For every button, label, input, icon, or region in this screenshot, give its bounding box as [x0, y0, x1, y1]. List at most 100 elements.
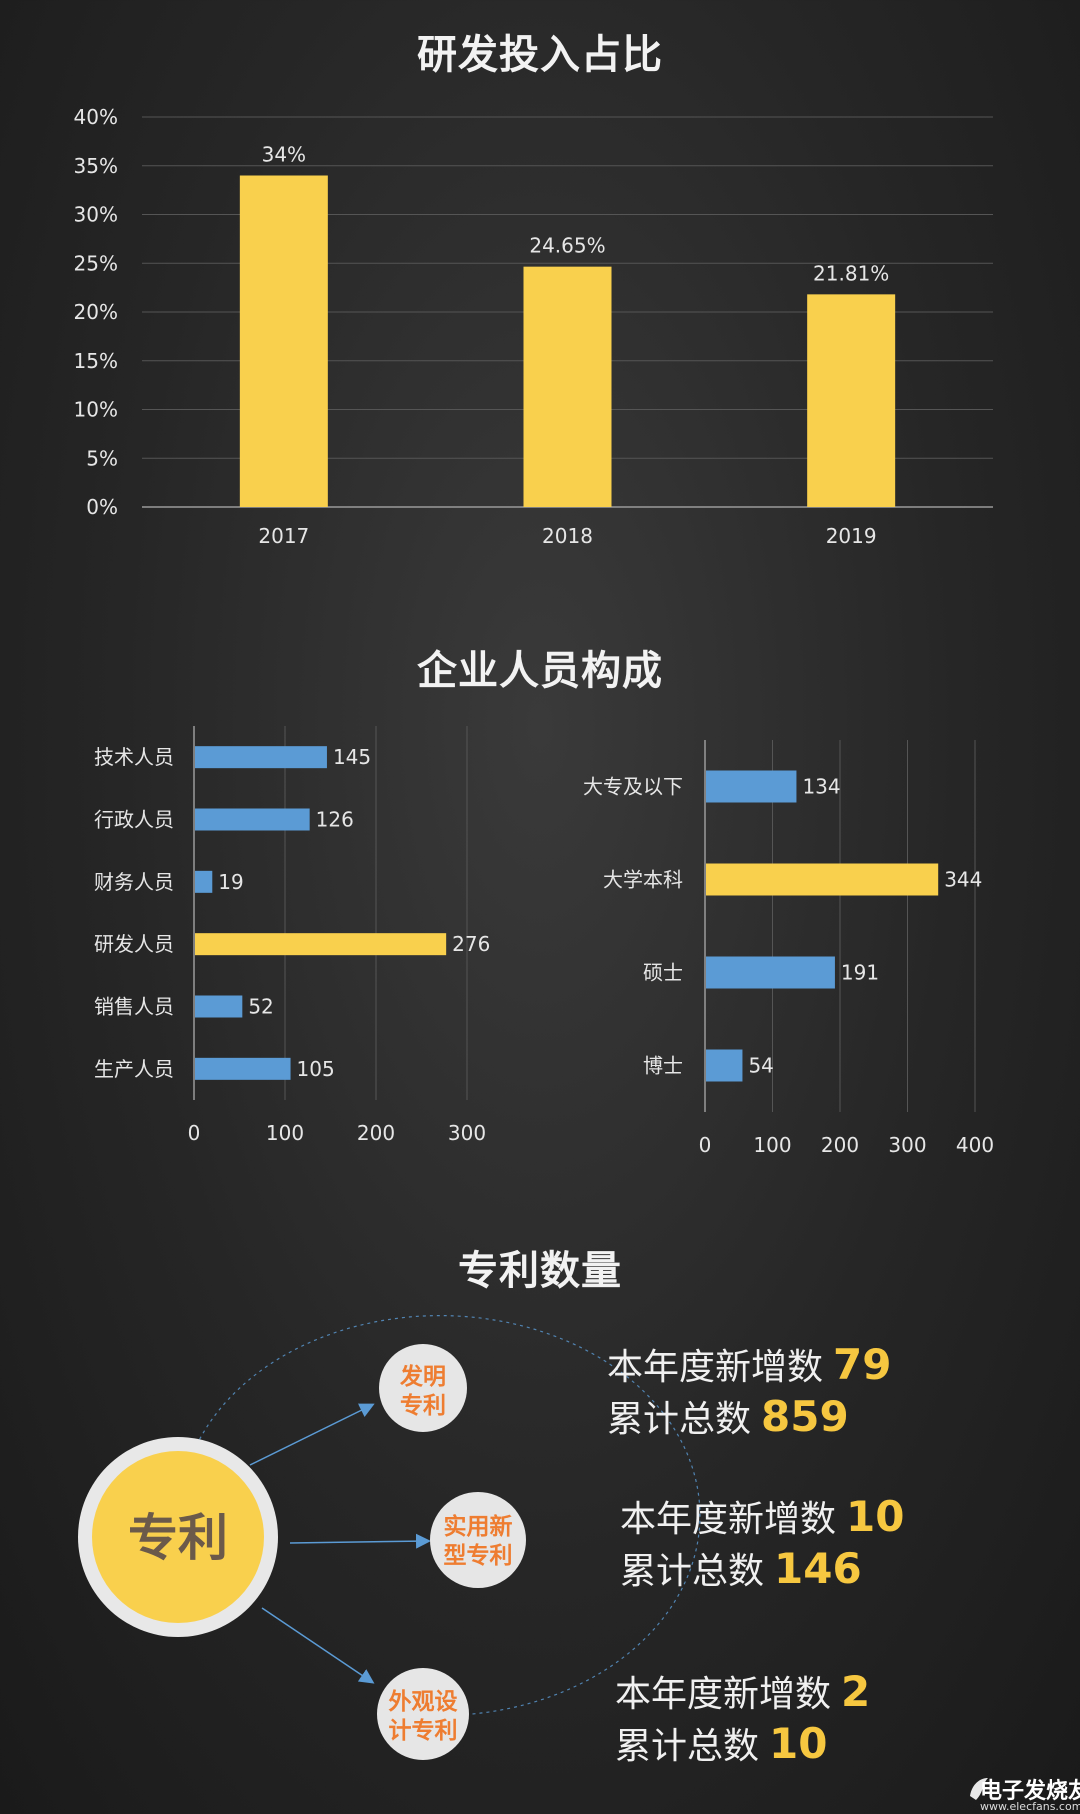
- design-new-row: 本年度新增数 2: [615, 1665, 870, 1717]
- design-total-row: 累计总数 10: [615, 1717, 827, 1769]
- staff-title: 企业人员构成: [417, 648, 663, 694]
- bar: [195, 808, 310, 831]
- data-label: 126: [316, 808, 354, 832]
- arrow-to-design: [261, 1607, 375, 1684]
- orbit-ring: [179, 1314, 701, 1717]
- bar: [195, 1057, 291, 1080]
- bar: [195, 746, 327, 769]
- category-label: 财务人员: [94, 870, 174, 894]
- bar: [523, 266, 612, 507]
- category-label: 大学本科: [603, 868, 683, 892]
- y-tick-label: 20%: [74, 300, 118, 324]
- rd-ratio-title: 研发投入占比: [417, 32, 663, 78]
- y-tick-label: 5%: [86, 446, 118, 470]
- invention-new-value: 79: [833, 1340, 892, 1389]
- utility-new-label: 本年度新增数: [620, 1499, 837, 1540]
- node-utility-line2: 型专利: [444, 1542, 513, 1569]
- invention-total-label: 累计总数: [607, 1399, 752, 1440]
- y-tick-label: 10%: [74, 398, 118, 422]
- x-tick-label: 2018: [542, 524, 593, 548]
- data-label: 19: [218, 870, 243, 894]
- site-logo-icon: [970, 1778, 988, 1800]
- node-invention-line2: 专利: [400, 1392, 446, 1419]
- data-label: 34%: [262, 143, 306, 167]
- data-label: 276: [452, 932, 490, 956]
- category-label: 研发人员: [94, 932, 174, 956]
- y-tick-label: 30%: [74, 203, 118, 227]
- data-label: 134: [802, 775, 840, 799]
- bar: [195, 870, 213, 893]
- design-new-value: 2: [841, 1667, 871, 1716]
- utility-total-label: 累计总数: [620, 1551, 765, 1592]
- utility-total-row: 累计总数 146: [620, 1542, 862, 1594]
- arrow-to-utility: [289, 1533, 431, 1549]
- x-tick-label: 400: [956, 1133, 994, 1157]
- node-design-line1: 外观设: [389, 1688, 458, 1715]
- utility-new-row: 本年度新增数 10: [620, 1490, 904, 1542]
- bar: [239, 175, 328, 507]
- x-tick-label: 200: [821, 1133, 859, 1157]
- y-tick-label: 25%: [74, 251, 118, 275]
- bar: [195, 933, 447, 956]
- data-label: 145: [333, 745, 371, 769]
- center-circle: [92, 1451, 264, 1623]
- center-label: 专利: [128, 1509, 228, 1567]
- invention-total-value: 859: [761, 1392, 849, 1441]
- data-label: 344: [944, 868, 982, 892]
- design-total-label: 累计总数: [615, 1726, 760, 1767]
- y-tick-label: 35%: [74, 154, 118, 178]
- node-invention-line1: 发明: [399, 1363, 446, 1390]
- x-tick-label: 2017: [258, 524, 309, 548]
- node-design: [377, 1668, 469, 1760]
- bar: [195, 995, 243, 1018]
- watermark-url: www.elecfans.com: [980, 1800, 1080, 1813]
- category-label: 行政人员: [94, 808, 174, 832]
- node-utility: [430, 1492, 526, 1588]
- design-new-label: 本年度新增数: [615, 1674, 832, 1715]
- x-tick-label: 100: [266, 1121, 304, 1145]
- category-label: 生产人员: [94, 1057, 174, 1081]
- bar: [706, 863, 939, 896]
- data-label: 52: [248, 995, 273, 1019]
- arrow-to-invention: [249, 1403, 375, 1466]
- data-label: 21.81%: [813, 261, 889, 285]
- design-total-value: 10: [769, 1719, 828, 1768]
- node-utility-line1: 实用新: [444, 1513, 513, 1540]
- x-tick-label: 300: [448, 1121, 486, 1145]
- utility-new-value: 10: [846, 1492, 905, 1541]
- x-tick-label: 2019: [826, 524, 877, 548]
- x-tick-label: 100: [753, 1133, 791, 1157]
- category-label: 博士: [643, 1054, 683, 1078]
- y-tick-label: 15%: [74, 349, 118, 373]
- data-label: 105: [297, 1057, 335, 1081]
- bar: [706, 1049, 743, 1082]
- invention-new-label: 本年度新增数: [607, 1347, 824, 1388]
- data-label: 191: [841, 961, 879, 985]
- bar: [807, 294, 896, 507]
- utility-total-value: 146: [774, 1544, 862, 1593]
- y-tick-label: 0%: [86, 495, 118, 519]
- x-tick-label: 200: [357, 1121, 395, 1145]
- data-label: 54: [748, 1054, 773, 1078]
- invention-new-row: 本年度新增数 79: [607, 1338, 891, 1390]
- watermark-name: 电子发烧友: [980, 1779, 1080, 1804]
- category-label: 大专及以下: [583, 775, 683, 799]
- invention-total-row: 累计总数 859: [607, 1390, 849, 1442]
- data-label: 24.65%: [529, 234, 605, 258]
- bar: [706, 956, 835, 989]
- node-invention: [379, 1344, 467, 1432]
- node-design-line2: 计专利: [389, 1717, 458, 1744]
- x-tick-label: 0: [699, 1133, 712, 1157]
- patents-title: 专利数量: [458, 1248, 622, 1294]
- bar: [706, 770, 797, 803]
- x-tick-label: 300: [888, 1133, 926, 1157]
- category-label: 技术人员: [94, 745, 174, 769]
- x-tick-label: 0: [188, 1121, 201, 1145]
- y-tick-label: 40%: [74, 105, 118, 129]
- category-label: 销售人员: [94, 995, 174, 1019]
- category-label: 硕士: [643, 961, 683, 985]
